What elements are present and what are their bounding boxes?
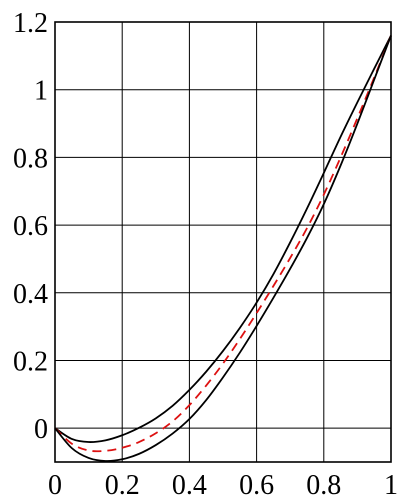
series-line-1 (54, 35, 392, 453)
x-tick-labels: 0 0.2 0.4 0.6 0.8 1 (48, 470, 398, 501)
y-tick-labels: 0 0.2 0.4 0.6 0.8 1 1.2 (13, 8, 48, 445)
x-tick-label: 1 (384, 470, 398, 501)
y-tick-label: 1 (34, 76, 48, 107)
series-layer (54, 35, 392, 462)
series-line-0 (54, 35, 392, 443)
y-tick-label: 0 (34, 414, 48, 445)
series-line-2 (54, 35, 392, 462)
x-tick-label: 0.6 (239, 470, 274, 501)
y-tick-label: 0.4 (13, 279, 48, 310)
x-tick-label: 0.2 (105, 470, 140, 501)
y-tick-label: 0.6 (13, 211, 48, 242)
y-tick-label: 1.2 (13, 8, 48, 39)
x-tick-label: 0 (48, 470, 62, 501)
x-tick-label: 0.8 (306, 470, 341, 501)
plot-frame (54, 21, 392, 463)
y-tick-label: 0.2 (13, 346, 48, 377)
grid-layer (55, 22, 391, 462)
y-tick-label: 0.8 (13, 143, 48, 174)
x-tick-label: 0.4 (172, 470, 207, 501)
